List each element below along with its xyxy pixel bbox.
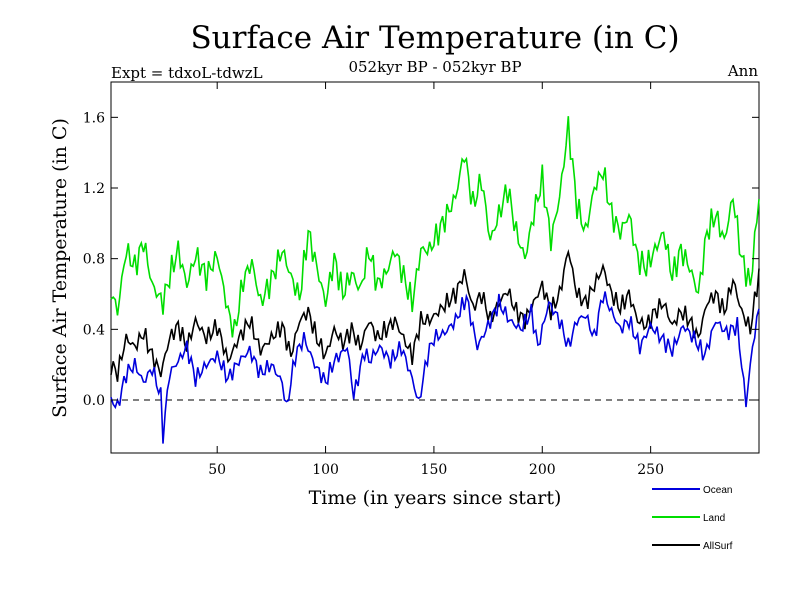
plot-frame — [110, 81, 760, 454]
series-line-ocean — [110, 291, 760, 444]
x-tick-label: 50 — [208, 462, 226, 478]
ticks-layer: 0.0 0.4 0.8 1.2 1.6 50 100 150 200 250 — [83, 82, 759, 478]
y-tick-label: 0.4 — [83, 322, 105, 338]
x-tick-label: 200 — [529, 462, 556, 478]
x-axis-label: Time (in years since start) — [309, 487, 562, 509]
legend-label-allsurf: AllSurf — [703, 541, 733, 552]
legend-label-ocean: Ocean — [703, 485, 732, 496]
chart-title: Surface Air Temperature (in C) — [190, 20, 679, 56]
y-axis-label: Surface Air Temperature (in C) — [49, 118, 71, 418]
chart-subtitle-center: 052kyr BP - 052kyr BP — [348, 58, 521, 76]
x-tick-label: 100 — [312, 462, 339, 478]
series-layer — [110, 116, 760, 444]
y-tick-label: 1.2 — [83, 181, 105, 197]
plot-area: 0.0 0.4 0.8 1.2 1.6 50 100 150 200 250 — [83, 81, 760, 478]
x-tick-label: 150 — [421, 462, 448, 478]
y-tick-label: 0.0 — [83, 393, 105, 409]
legend-label-land: Land — [703, 513, 725, 524]
legend: Ocean Land AllSurf — [652, 485, 733, 552]
chart-subtitle-left: Expt = tdxoL-tdwzL — [111, 64, 263, 82]
y-tick-label: 0.8 — [83, 252, 105, 268]
y-tick-label: 1.6 — [83, 110, 105, 126]
chart-subtitle-right: Ann — [727, 62, 758, 80]
x-tick-label: 250 — [637, 462, 664, 478]
series-line-land — [110, 116, 760, 338]
